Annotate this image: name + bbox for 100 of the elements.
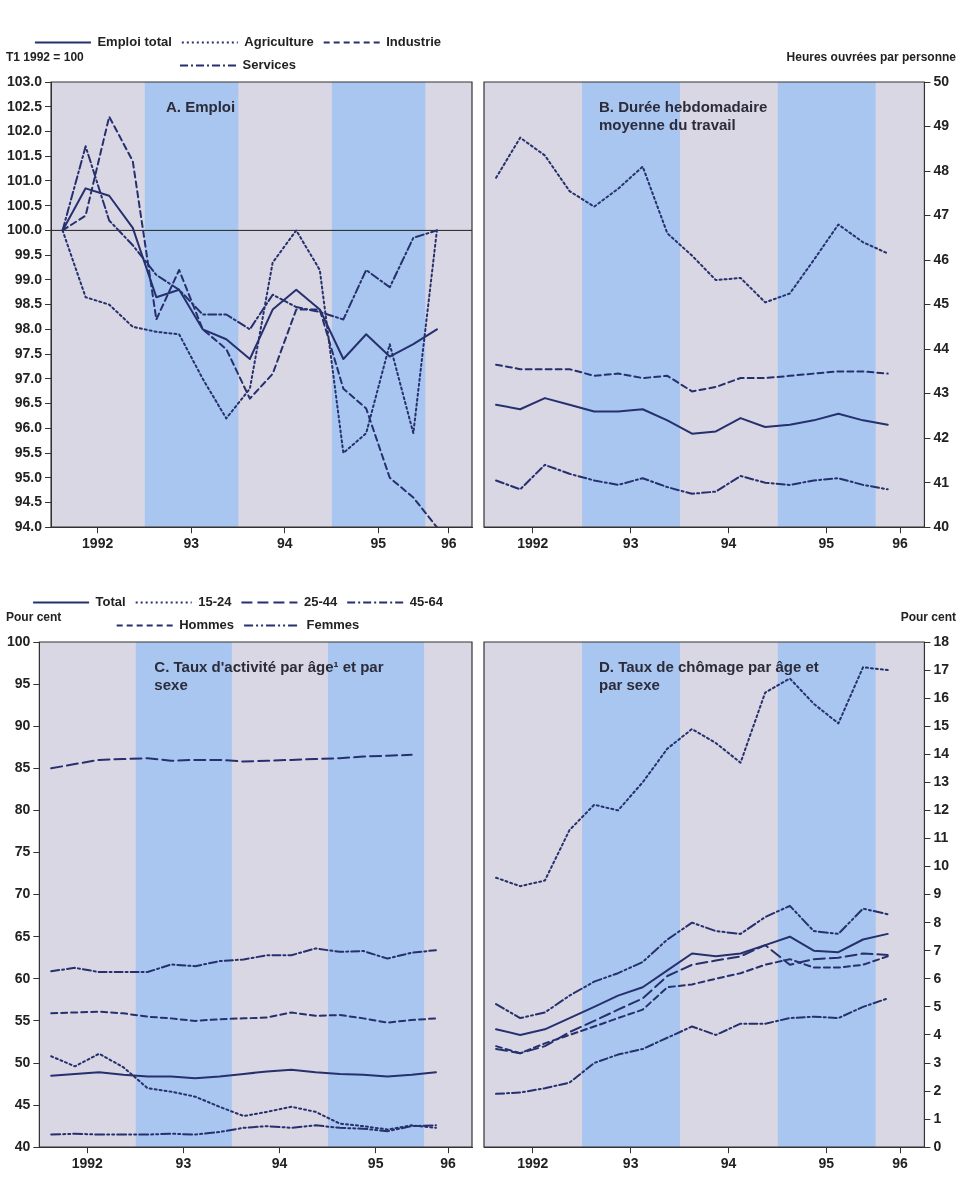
text: B. Durée hebdomadaire moyenne du travail	[599, 97, 768, 133]
y2-tick-label: 43	[933, 384, 950, 401]
legend-label: Agriculture	[244, 34, 314, 50]
y-tick-label: 94.0	[14, 518, 43, 535]
x-tick-label: 94	[271, 1155, 288, 1172]
x-tick-label: 94	[720, 1155, 737, 1172]
text: A. Emploi	[166, 97, 236, 115]
x-tick-label: 95	[818, 535, 835, 552]
x-tick-label: 96	[440, 1155, 457, 1172]
x-tick-label: 93	[175, 1155, 192, 1172]
y-tick-label: 99.0	[14, 270, 43, 287]
y2-tick-label: 8	[933, 913, 942, 930]
text: C. Taux d'activité par âge¹ et par sexe	[154, 657, 384, 693]
y-tick-label: 101.0	[6, 171, 43, 188]
y2-tick-label: 10	[933, 857, 950, 874]
y-tick-label: 103.0	[6, 72, 43, 89]
y2-tick-label: 3	[933, 1053, 942, 1070]
y2-tick-label: 44	[933, 339, 950, 356]
x-tick-label: 1992	[71, 1155, 104, 1172]
y2-tick-label: 17	[933, 660, 950, 677]
x-tick-label: 96	[892, 1155, 909, 1172]
y2-tick-label: 14	[933, 745, 950, 762]
y-tick-label: 40	[14, 1138, 31, 1155]
y-tick-label: 95.5	[14, 443, 43, 460]
y-tick-label: 102.5	[6, 97, 43, 114]
y2-tick-label: 41	[933, 473, 950, 490]
y2-tick-label: 50	[933, 72, 950, 89]
legend-label: Femmes	[306, 617, 360, 633]
x-tick-label: 1992	[82, 535, 114, 552]
y2-tick-label: 46	[933, 250, 950, 267]
y2-tick-label: 15	[933, 717, 950, 734]
y-tick-label: 97.0	[14, 369, 43, 386]
y-tick-label: 100	[7, 632, 31, 649]
y-tick-label: 100.5	[6, 196, 43, 213]
legend-label: Total	[95, 594, 126, 610]
x-tick-label: 95	[367, 1155, 384, 1172]
legend-label: 25-44	[303, 594, 338, 610]
y-tick-label: 98.5	[14, 295, 43, 312]
y2-tick-label: 6	[933, 969, 942, 986]
x-tick-label: 94	[276, 535, 293, 552]
y2-tick-label: 4	[933, 1025, 942, 1042]
y-tick-label: 85	[14, 759, 31, 776]
y2-tick-label: 5	[933, 997, 942, 1014]
y-axis-title: T1 1992 = 100	[6, 50, 85, 65]
y-tick-label: 96.5	[14, 394, 43, 411]
y-axis-title: Pour cent	[6, 610, 62, 625]
y2-tick-label: 12	[933, 801, 950, 818]
y-tick-label: 65	[14, 927, 31, 944]
y2-tick-label: 45	[933, 295, 950, 312]
y-tick-label: 60	[14, 969, 31, 986]
y2-tick-label: 13	[933, 773, 950, 790]
y2-tick-label: 49	[933, 117, 950, 134]
y2-tick-label: 11	[933, 829, 949, 846]
y-tick-label: 99.5	[14, 245, 43, 262]
y2-tick-label: 40	[933, 518, 950, 535]
y2-tick-label: 16	[933, 688, 950, 705]
legend-label: Emploi total	[97, 34, 172, 50]
y2-tick-label: 0	[933, 1138, 942, 1155]
y-tick-label: 70	[14, 885, 31, 902]
y-tick-label: 50	[14, 1053, 31, 1070]
y2-axis-title: Heures ouvrées par personne	[786, 50, 957, 65]
x-tick-label: 93	[622, 1155, 639, 1172]
y2-tick-label: 42	[933, 429, 950, 446]
y2-tick-label: 1	[933, 1109, 942, 1126]
x-tick-label: 94	[720, 535, 737, 552]
x-tick-label: 95	[818, 1155, 835, 1172]
y-tick-label: 45	[14, 1095, 31, 1112]
y-tick-label: 80	[14, 801, 31, 818]
y-tick-label: 101.5	[6, 147, 43, 164]
y2-tick-label: 18	[933, 632, 950, 649]
text: D. Taux de chômage par âge et par sexe	[599, 657, 819, 693]
y-tick-label: 90	[14, 717, 31, 734]
legend-label: 45-64	[409, 594, 444, 610]
legend-label: Hommes	[179, 617, 235, 633]
x-tick-label: 93	[622, 535, 639, 552]
y2-tick-label: 9	[933, 885, 942, 902]
y-tick-label: 94.5	[14, 493, 43, 510]
legend-label: 15-24	[198, 594, 233, 610]
y-tick-label: 95	[14, 674, 31, 691]
y2-tick-label: 7	[933, 941, 942, 958]
x-tick-label: 96	[440, 535, 457, 552]
y-tick-label: 102.0	[6, 122, 43, 139]
y-tick-label: 100.0	[6, 221, 43, 238]
y2-tick-label: 47	[933, 206, 950, 223]
x-tick-label: 95	[370, 535, 387, 552]
x-tick-label: 1992	[517, 1155, 549, 1172]
x-tick-label: 96	[892, 535, 909, 552]
x-tick-label: 93	[183, 535, 200, 552]
x-tick-label: 1992	[517, 535, 549, 552]
y2-tick-label: 48	[933, 161, 950, 178]
y-tick-label: 96.0	[14, 419, 43, 436]
y2-tick-label: 2	[933, 1081, 942, 1098]
y-tick-label: 98.0	[14, 320, 43, 337]
y-tick-label: 55	[14, 1011, 31, 1028]
y-tick-label: 75	[14, 843, 31, 860]
y-tick-label: 97.5	[14, 344, 43, 361]
y-tick-label: 95.0	[14, 468, 43, 485]
legend-label: Services	[242, 57, 296, 73]
y2-axis-title: Pour cent	[900, 610, 956, 625]
legend-label: Industrie	[386, 34, 442, 50]
